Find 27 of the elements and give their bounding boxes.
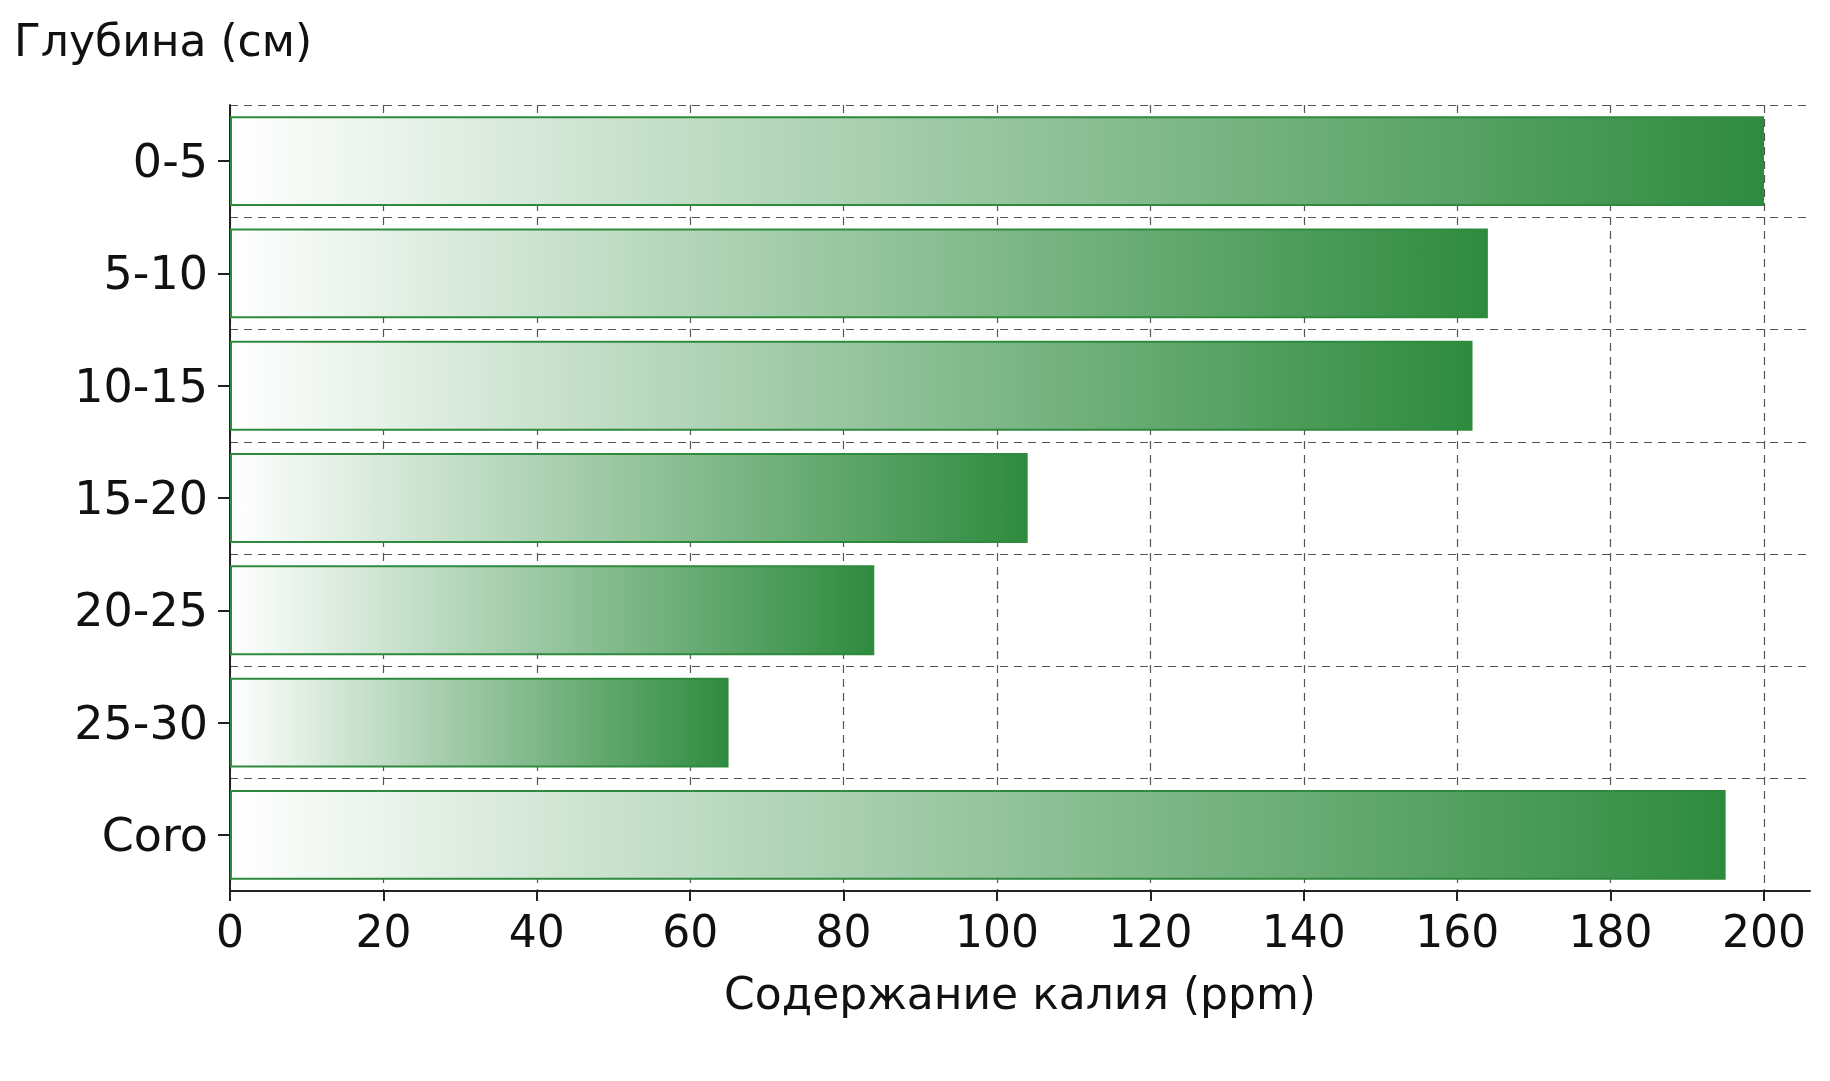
y-axis-title: Глубина (см) — [14, 14, 313, 66]
x-tick-label: 80 — [815, 905, 872, 957]
bar — [230, 789, 1726, 880]
x-tick-label: 60 — [662, 905, 719, 957]
bar — [230, 565, 875, 656]
y-tick-label: 20-25 — [74, 583, 208, 638]
x-tick-label: 0 — [216, 905, 244, 957]
x-tick-label: 40 — [508, 905, 565, 957]
y-tick-label: 0-5 — [132, 134, 208, 189]
y-tick-label: Coro — [101, 807, 208, 862]
bar — [230, 116, 1764, 207]
bar — [230, 228, 1488, 319]
y-tick-label: 10-15 — [74, 358, 208, 413]
y-tick-label: 25-30 — [74, 695, 208, 750]
bar — [230, 453, 1028, 543]
x-tick-label: 20 — [355, 905, 412, 957]
y-tick-label: 15-20 — [74, 471, 208, 525]
x-tick-label: 180 — [1568, 905, 1653, 957]
x-axis-title: Содержание калия (ppm) — [724, 967, 1316, 1019]
x-tick-label: 160 — [1415, 905, 1500, 957]
y-tick-label: 5-10 — [103, 246, 208, 301]
x-tick-label: 140 — [1261, 905, 1346, 957]
x-tick-label: 200 — [1721, 905, 1806, 957]
bar — [230, 340, 1473, 431]
x-tick-label: 100 — [955, 905, 1039, 957]
x-tick-label: 120 — [1108, 905, 1193, 957]
bar — [230, 677, 729, 768]
